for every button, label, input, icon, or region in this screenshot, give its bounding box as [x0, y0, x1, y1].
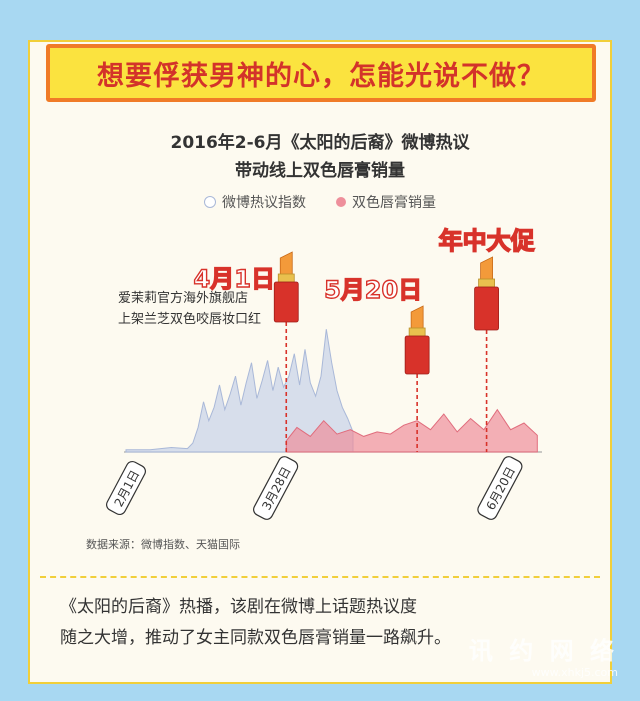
watermark: 讯 约 网 络 www.xhkj5.com: [469, 631, 618, 679]
legend-item-sales: 双色唇膏销量: [336, 192, 436, 212]
series-area-0: [125, 329, 354, 453]
event-label: 5月20日: [324, 276, 422, 304]
watermark-logo: 讯 约 网 络: [468, 637, 618, 665]
x-tick-pill: [106, 460, 146, 516]
caption-line: 随之大增，推动了女主同款双色唇膏销量一路飙升。: [60, 628, 451, 648]
lipstick-band: [478, 278, 495, 288]
lipstick-band: [408, 327, 426, 337]
lipstick-body: [404, 335, 430, 375]
legend-sales-label: 双色唇膏销量: [352, 195, 436, 211]
event-label: 年中大促: [439, 227, 535, 255]
x-tick-label: 6月20日: [477, 456, 523, 520]
series-area-1: [285, 408, 538, 453]
legend-item-weibo: 微博热议指数: [204, 192, 306, 212]
lipstick-body: [273, 281, 299, 323]
x-tick-label: 3月28日: [253, 456, 299, 520]
lipstick-tip: [279, 251, 293, 277]
headline-text: 想要俘获男神的心，怎能光说不做？: [97, 60, 545, 92]
annotation-line: 上架兰芝双色咬唇妆口红: [118, 312, 262, 327]
lipstick-tip: [410, 305, 424, 331]
legend-sales-dot: [336, 197, 346, 207]
lipstick-band: [277, 273, 295, 283]
x-tick-pill: [253, 456, 299, 520]
headline-banner: 想要俘获男神的心，怎能光说不做？: [46, 44, 596, 102]
lipstick-body: [474, 286, 499, 331]
annotation-line: 爱茉莉官方海外旗舰店: [118, 291, 249, 306]
x-tick-pill: [477, 456, 523, 520]
watermark-url: www.xhkj5.com: [531, 666, 618, 679]
chart-title-line-2: 带动线上双色唇膏销量: [235, 161, 405, 181]
event-label: 4月1日: [194, 265, 275, 293]
caption: 《太阳的后裔》热播，该剧在微博上话题热议度 随之大增，推动了女主同款双色唇膏销量…: [60, 592, 580, 654]
legend-weibo-label: 微博热议指数: [222, 195, 306, 211]
legend-weibo-dot: [204, 196, 216, 208]
annotation-4-1: 爱茉莉官方海外旗舰店 上架兰芝双色咬唇妆口红: [118, 288, 261, 330]
caption-line: 《太阳的后裔》热播，该剧在微博上话题热议度: [60, 597, 417, 617]
x-tick-label: 2月1日: [106, 460, 146, 516]
chart-title-line-1: 2016年2-6月《太阳的后裔》微博热议: [170, 133, 470, 153]
divider: [40, 576, 600, 578]
lipstick-tip: [480, 256, 493, 282]
chart-legend: 微博热议指数 双色唇膏销量: [0, 192, 640, 212]
data-source: 数据来源：微博指数、天猫国际: [86, 538, 240, 551]
